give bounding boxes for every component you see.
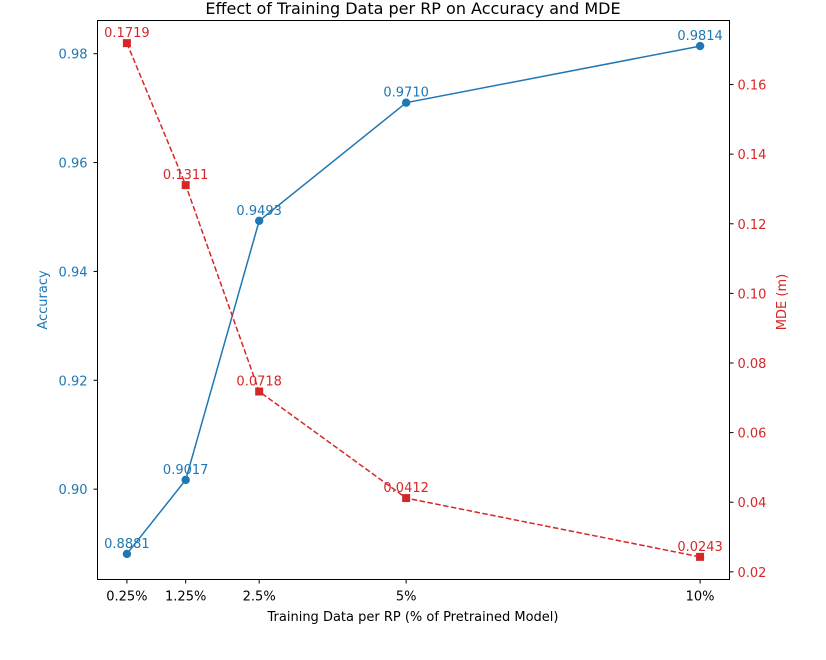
data-label-right: 0.0718 <box>236 375 282 390</box>
series-line-right <box>126 42 701 558</box>
y-tick-label-right: 0.12 <box>738 218 767 233</box>
data-point-left <box>401 98 411 107</box>
data-point-right <box>402 494 411 503</box>
data-point-right <box>122 39 131 48</box>
y-axis-ticks-right: 0.02 0.04 0.06 0.08 0.10 0.12 0.14 0.16 <box>729 79 767 581</box>
y-axis-label-left: Accuracy <box>36 270 51 330</box>
data-label-left: 0.9710 <box>383 86 429 101</box>
y-tick-label-left: 0.92 <box>59 374 88 389</box>
y-tick-label-right: 0.08 <box>738 357 767 372</box>
data-label-left: 0.9017 <box>163 463 209 478</box>
data-label-left: 0.9493 <box>236 204 282 219</box>
x-tick-label: 10% <box>686 590 715 605</box>
y-tick-label-left: 0.90 <box>59 483 88 498</box>
y-tick-label-right: 0.14 <box>738 148 767 163</box>
data-point-left <box>122 549 132 559</box>
y-tick-label-left: 0.96 <box>59 157 88 172</box>
x-tick-label: 0.25% <box>106 590 147 605</box>
y-axis-label-right: MDE (m) <box>775 274 790 330</box>
y-tick-label-left: 0.94 <box>59 265 88 280</box>
data-point-left <box>181 475 190 485</box>
data-point-right <box>696 552 705 561</box>
data-point-left <box>254 216 264 226</box>
x-tick-label: 2.5% <box>243 590 276 605</box>
y-tick-label-left: 0.98 <box>59 48 88 63</box>
data-point-right <box>181 181 190 190</box>
data-label-left: 0.9814 <box>677 29 723 44</box>
x-tick-label: 5% <box>396 590 417 605</box>
x-tick-label: 1.25% <box>165 590 206 605</box>
y-tick-label-right: 0.02 <box>738 566 767 581</box>
y-tick-label-right: 0.04 <box>738 496 767 511</box>
series-line-left <box>126 45 701 555</box>
data-label-right: 0.0412 <box>383 481 429 496</box>
data-label-right: 0.0243 <box>677 540 723 555</box>
data-point-left <box>695 41 705 51</box>
y-tick-label-right: 0.16 <box>738 79 767 94</box>
series-layer: 0.8881 0.9017 0.9493 0.9710 0.9814 0.1719 0.13… <box>104 26 723 561</box>
chart-title: Effect of Training Data per RP on Accura… <box>205 0 620 18</box>
data-label-left: 0.8881 <box>104 537 150 552</box>
data-label-right: 0.1311 <box>163 168 209 183</box>
plot-frame <box>97 20 730 580</box>
y-tick-label-right: 0.06 <box>738 427 767 442</box>
x-axis-label: Training Data per RP (% of Pretrained Mo… <box>267 610 559 625</box>
x-axis-ticks: 0.25% 1.25% 2.5% 5% 10% <box>106 579 715 605</box>
y-axis-ticks-left: 0.90 0.92 0.94 0.96 0.98 <box>59 48 98 498</box>
y-tick-label-right: 0.10 <box>738 287 767 302</box>
data-label-right: 0.1719 <box>104 26 150 41</box>
data-point-right <box>255 387 264 396</box>
